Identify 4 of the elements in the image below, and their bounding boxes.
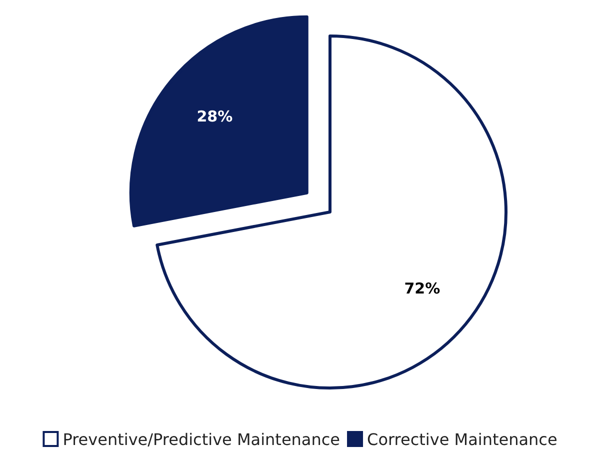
legend-label: Corrective Maintenance <box>367 430 558 449</box>
legend-label: Preventive/Predictive Maintenance <box>62 430 340 449</box>
data-label: 28% <box>196 108 233 126</box>
data-label: 72% <box>404 279 440 298</box>
